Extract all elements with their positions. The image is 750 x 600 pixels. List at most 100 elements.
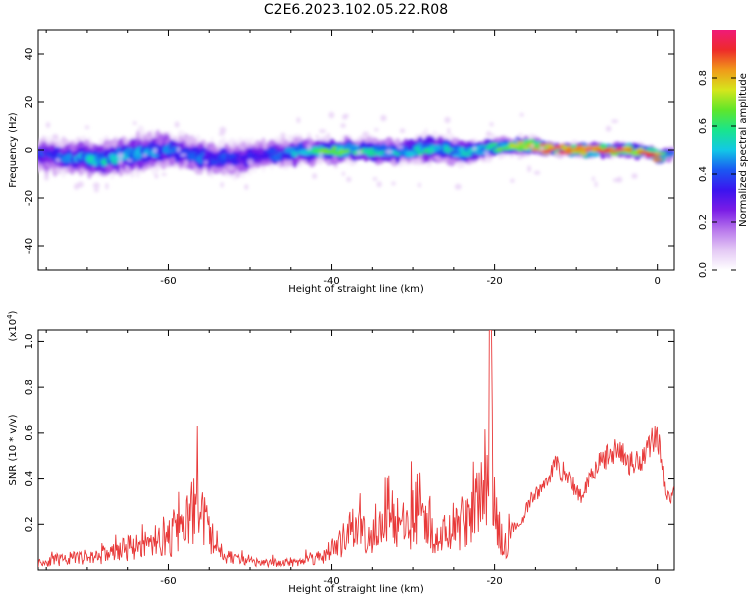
heatmap-cell bbox=[563, 152, 574, 155]
snr-frame bbox=[37, 329, 675, 571]
heatmap-speckle bbox=[220, 182, 224, 188]
heatmap-speckle bbox=[105, 182, 109, 190]
heatmap-speckle bbox=[161, 172, 167, 176]
heatmap-speckle bbox=[318, 152, 324, 158]
heatmap-cell bbox=[451, 153, 464, 158]
heatmap-cell bbox=[372, 144, 383, 151]
heatmap-cell bbox=[592, 147, 603, 151]
colorbar-tick-label: 0.0 bbox=[698, 262, 709, 278]
heatmap-speckle bbox=[412, 158, 418, 165]
heatmap-speckle bbox=[591, 176, 595, 182]
heatmap-speckle bbox=[399, 128, 406, 133]
y-tick-label: -40 bbox=[24, 238, 35, 254]
colorbar-tick-label: 0.8 bbox=[698, 70, 709, 86]
heatmap-speckle bbox=[485, 131, 492, 138]
heatmap-speckle bbox=[296, 117, 301, 124]
heatmap-speckle bbox=[611, 119, 619, 124]
heatmap-cell bbox=[508, 144, 521, 148]
heatmap-cell bbox=[541, 149, 551, 154]
heatmap-speckle bbox=[340, 123, 346, 128]
heatmap-speckle bbox=[454, 183, 462, 190]
heatmap-speckle bbox=[416, 159, 423, 166]
colorbar-label: Normalized spectral amplitude bbox=[738, 73, 749, 227]
x-tick-label: 0 bbox=[655, 276, 661, 287]
snr-y-axis-label: SNR (10 * v/v) bbox=[8, 414, 19, 485]
heatmap-cell bbox=[407, 150, 417, 157]
heatmap-cell bbox=[553, 146, 562, 149]
heatmap-speckle bbox=[539, 145, 544, 152]
heatmap-speckle bbox=[444, 116, 451, 124]
heatmap-speckle bbox=[76, 136, 82, 142]
heatmap-speckle bbox=[117, 152, 124, 160]
y-tick-label: 0.8 bbox=[24, 379, 35, 395]
heatmap-speckle bbox=[510, 178, 515, 183]
heatmap-speckle bbox=[44, 173, 49, 181]
heatmap-speckle bbox=[385, 149, 393, 155]
heatmap-cell bbox=[658, 152, 668, 155]
heatmap-speckle bbox=[306, 144, 312, 151]
heatmap-speckle bbox=[176, 146, 181, 153]
heatmap-speckle bbox=[132, 121, 137, 125]
heatmap-speckle bbox=[154, 174, 159, 179]
snr-plot-area bbox=[38, 330, 674, 569]
heatmap-speckle bbox=[227, 164, 235, 171]
heatmap-speckle bbox=[391, 181, 396, 186]
heatmap-speckle bbox=[315, 134, 319, 140]
snr-multiplier-exponent: 4 bbox=[6, 314, 14, 319]
heatmap-speckle bbox=[514, 137, 518, 142]
heatmap-speckle bbox=[74, 183, 80, 190]
snr-panel: -60 -40 -20 0 0.2 0.4 0.6 0.8 1.0 Height of stra… bbox=[6, 310, 675, 595]
heatmap-speckle bbox=[472, 145, 477, 151]
heatmap-speckle bbox=[522, 153, 528, 158]
heatmap-speckle bbox=[372, 177, 378, 181]
heatmap-speckle bbox=[527, 165, 532, 173]
heatmap-cell bbox=[522, 146, 530, 151]
heatmap-cell bbox=[433, 144, 442, 152]
x-tick-label: 0 bbox=[655, 576, 661, 587]
heatmap-cell bbox=[516, 140, 525, 144]
heatmap-speckle bbox=[218, 132, 225, 136]
heatmap-cell bbox=[624, 148, 634, 152]
heatmap-cell bbox=[666, 152, 674, 155]
heatmap-cell bbox=[291, 150, 299, 158]
snr-multiplier-close: ) bbox=[8, 310, 19, 314]
heatmap-speckle bbox=[491, 133, 495, 137]
heatmap-speckle bbox=[204, 160, 208, 164]
heatmap-speckle bbox=[239, 145, 246, 151]
heatmap-speckle bbox=[244, 184, 249, 190]
snr-ticks: -60 -40 -20 0 0.2 0.4 0.6 0.8 1.0 bbox=[24, 330, 674, 587]
heatmap-speckle bbox=[530, 143, 534, 149]
heatmap-speckle bbox=[319, 129, 326, 134]
heatmap-cell bbox=[511, 146, 523, 150]
colorbar-ticks: 0.0 0.2 0.4 0.6 0.8 bbox=[698, 70, 736, 278]
heatmap-speckle bbox=[356, 150, 362, 156]
heatmap-speckle bbox=[533, 170, 541, 175]
heatmap-ridge bbox=[38, 111, 674, 193]
heatmap-cell bbox=[648, 154, 661, 158]
y-tick-label: 0.2 bbox=[24, 516, 35, 532]
heatmap-speckle bbox=[55, 158, 61, 163]
heatmap-speckle bbox=[605, 125, 612, 132]
heatmap-speckle bbox=[219, 126, 227, 134]
heatmap-speckle bbox=[396, 144, 404, 150]
snr-series-line bbox=[38, 330, 674, 569]
heatmap-speckle bbox=[183, 159, 189, 166]
heatmap-speckle bbox=[280, 132, 286, 138]
heatmap-ticks: -60 -40 -20 0 -40 -20 0 20 40 bbox=[24, 30, 674, 287]
heatmap-cell bbox=[266, 148, 278, 154]
heatmap-speckle bbox=[174, 121, 180, 128]
heatmap-speckle bbox=[447, 127, 451, 135]
heatmap-cell bbox=[460, 151, 472, 157]
x-tick-label: -40 bbox=[323, 276, 339, 287]
x-tick-label: -20 bbox=[486, 576, 502, 587]
heatmap-panel: -60 -40 -20 0 -40 -20 0 20 40 Height of straight… bbox=[8, 29, 675, 295]
y-tick-label: -20 bbox=[24, 190, 35, 206]
colorbar-tick-label: 0.6 bbox=[698, 118, 709, 134]
y-tick-label: 1.0 bbox=[24, 333, 35, 349]
heatmap-speckle bbox=[55, 167, 63, 175]
heatmap-cell bbox=[491, 142, 498, 147]
heatmap-speckle bbox=[362, 131, 370, 137]
heatmap-speckle bbox=[52, 134, 59, 140]
heatmap-speckle bbox=[283, 160, 289, 167]
